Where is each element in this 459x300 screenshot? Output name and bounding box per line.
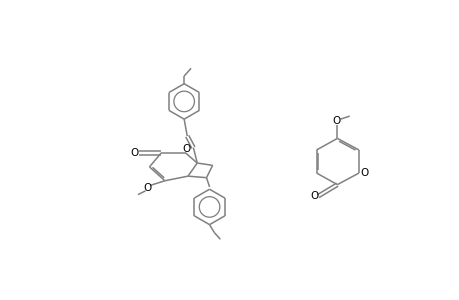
- Text: O: O: [130, 148, 139, 158]
- Text: O: O: [359, 168, 368, 178]
- Text: O: O: [309, 191, 318, 201]
- Text: O: O: [332, 116, 340, 127]
- Text: O: O: [182, 144, 190, 154]
- Text: O: O: [144, 184, 152, 194]
